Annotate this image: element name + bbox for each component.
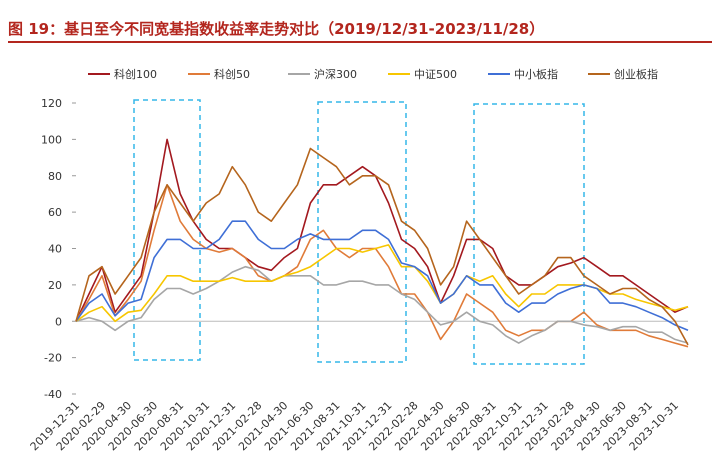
series-line <box>75 265 689 344</box>
y-tick-label: -20 <box>44 352 62 365</box>
chart-title: 图 19：基日至今不同宽基指数收益率走势对比（2019/12/31-2023/1… <box>8 20 544 38</box>
legend-label: 创业板指 <box>614 67 658 81</box>
legend-label: 中小板指 <box>514 67 558 81</box>
y-tick-label: 100 <box>41 133 62 146</box>
y-tick-label: 20 <box>48 279 62 292</box>
y-tick-label: 0 <box>55 315 62 328</box>
series-line <box>75 220 689 332</box>
y-tick-label: 120 <box>41 97 62 110</box>
highlight-box <box>473 103 585 365</box>
y-tick-label: 80 <box>48 170 62 183</box>
series-line <box>75 138 689 322</box>
highlight-boxes <box>133 99 585 365</box>
highlight-box <box>317 101 407 363</box>
series-line <box>75 147 689 346</box>
legend-label: 科创100 <box>114 67 157 81</box>
y-tick-label: 60 <box>48 206 62 219</box>
y-tick-label: 40 <box>48 243 62 256</box>
series-line <box>75 184 689 348</box>
y-tick-label: -40 <box>44 388 62 401</box>
highlight-box <box>133 99 201 361</box>
legend-label: 中证500 <box>414 68 457 81</box>
legend-label: 沪深300 <box>314 67 357 81</box>
legend-label: 科创50 <box>214 67 250 81</box>
